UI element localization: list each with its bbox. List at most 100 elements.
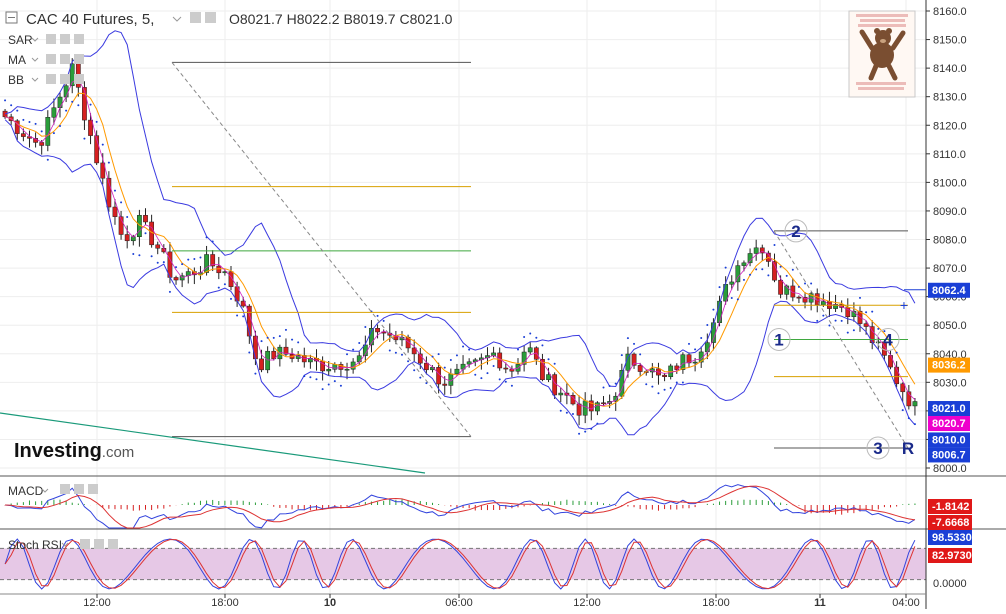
candle-body <box>356 355 362 363</box>
macd-value-box <box>928 499 972 514</box>
stoch-label: Stoch RSI <box>8 538 62 552</box>
sar-dot <box>608 384 611 387</box>
sar-dot <box>688 342 690 345</box>
sar-dot <box>242 315 245 318</box>
candle-body <box>466 361 472 365</box>
gear-icon <box>94 539 104 549</box>
chevron-down-icon <box>31 37 39 42</box>
price-tick-label: 8050.0 <box>933 320 967 332</box>
sar-dot <box>718 286 721 289</box>
close-icon <box>74 54 84 64</box>
candle-body <box>796 296 802 299</box>
sar-dot <box>132 252 135 255</box>
eye-icon <box>60 484 70 494</box>
drawings[interactable]: +1 2 3 4 R <box>0 61 926 474</box>
sar-dot <box>529 332 532 335</box>
sar-dot <box>858 296 861 299</box>
sar-dot <box>83 137 86 140</box>
candle-body <box>558 392 564 396</box>
sar-dot <box>254 372 257 375</box>
candle-body <box>259 358 264 371</box>
sar-dot <box>675 381 678 384</box>
chevron-down-icon[interactable] <box>172 16 182 22</box>
candle-body <box>57 96 63 108</box>
stoch-pane[interactable] <box>0 538 926 590</box>
sar-dot <box>4 99 7 102</box>
time-axis[interactable]: 12:00 18:00 10 06:00 12:00 18:00 11 04:00 <box>83 594 920 609</box>
sar-dot <box>272 336 275 339</box>
candle-body <box>112 206 118 217</box>
sar-dot <box>315 378 318 381</box>
macd-label: MACD <box>8 484 44 498</box>
candle-body <box>637 365 643 372</box>
candle-body <box>411 347 417 355</box>
candle-body <box>20 133 26 137</box>
grid <box>0 0 926 594</box>
candle-body <box>204 254 209 273</box>
candle-body <box>527 347 533 353</box>
time-tick-label: 18:00 <box>211 597 239 609</box>
ohlc-readout: O8021.7 H8022.2 B8019.7 C8021.0 <box>229 11 453 27</box>
candle-body <box>595 402 600 412</box>
sar-dot <box>517 348 520 351</box>
sar-dot <box>431 355 434 358</box>
sar-dot <box>144 232 147 235</box>
eye-icon <box>80 539 90 549</box>
macd-legend[interactable]: MACD <box>8 484 98 498</box>
sar-dot <box>138 254 141 257</box>
close-icon <box>74 34 84 44</box>
stoch-k-line <box>4 538 916 590</box>
indicator-list[interactable]: SAR MA BB <box>8 33 84 87</box>
sar-dot <box>333 380 336 383</box>
sar-dot <box>22 118 25 121</box>
sar-dot <box>358 341 361 344</box>
sar-dot <box>724 266 727 269</box>
price-tick-label: 8130.0 <box>933 92 967 104</box>
sar-dot <box>846 331 849 334</box>
sar-dot <box>773 244 776 247</box>
sar-dot <box>804 282 807 285</box>
macd-value-box <box>928 515 972 530</box>
eye-icon[interactable] <box>190 12 201 23</box>
sar-dot <box>614 382 617 385</box>
candle-body <box>894 366 900 385</box>
candle-body <box>124 234 130 242</box>
bollinger-upper <box>4 30 916 388</box>
price-value-box <box>928 357 970 373</box>
sar-dot <box>510 384 513 387</box>
price-pane[interactable] <box>2 30 918 436</box>
sar-dot <box>590 427 593 430</box>
macd-pane[interactable] <box>4 484 916 529</box>
sar-dot <box>596 422 599 425</box>
candle-body <box>772 261 777 281</box>
gear-icon[interactable] <box>205 12 216 23</box>
sar-dot <box>16 109 19 112</box>
sar-dot <box>388 349 391 352</box>
sar-dot <box>162 261 165 264</box>
sar-dot <box>633 342 636 345</box>
sar-dot <box>321 388 324 391</box>
sar-dot <box>223 283 226 286</box>
candle-body <box>552 374 558 396</box>
sar-dot <box>297 341 300 344</box>
stoch-legend[interactable]: Stoch RSI <box>8 538 118 552</box>
chevron-down-icon <box>61 542 69 547</box>
sar-dot <box>742 278 745 281</box>
sar-dot <box>449 358 452 361</box>
sar-dot <box>559 409 562 412</box>
candle-body <box>784 285 790 295</box>
sar-dot <box>230 297 232 300</box>
sar-dot <box>779 265 782 268</box>
candle-body <box>790 285 796 298</box>
collapse-icon[interactable] <box>5 11 18 24</box>
eye-icon <box>46 74 56 84</box>
fast-average <box>4 78 916 410</box>
candle-body <box>820 301 826 306</box>
sar-dot <box>694 348 697 351</box>
stoch-tick-label: 0.0000 <box>933 578 967 590</box>
candle-body <box>2 110 8 118</box>
cross-marker: + <box>900 297 908 313</box>
sar-dot <box>907 417 910 420</box>
chevron-down-icon <box>31 77 39 82</box>
